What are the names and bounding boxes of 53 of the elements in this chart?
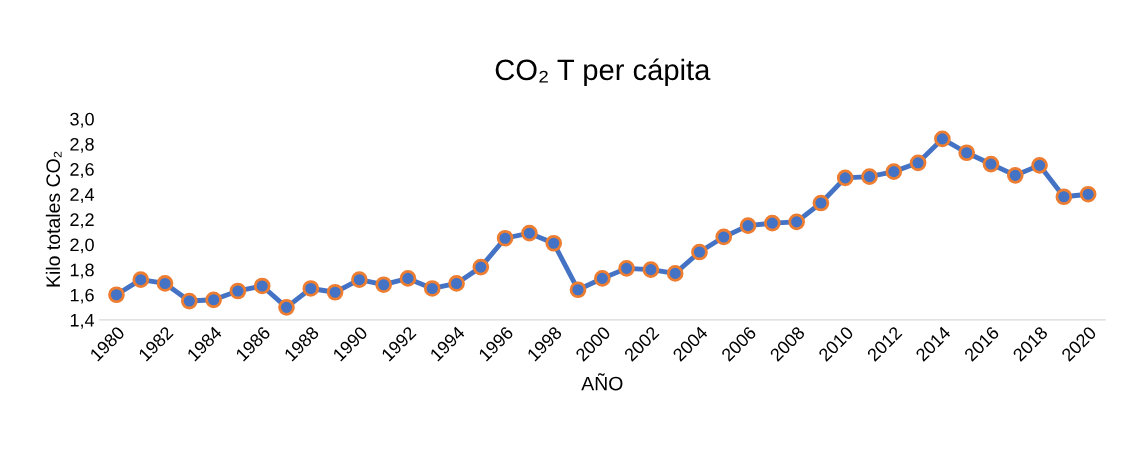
point <box>788 213 805 231</box>
point <box>982 155 1000 173</box>
y-tick-label: 2,0 <box>70 238 94 254</box>
y-tick-label: 1,6 <box>70 288 94 304</box>
point <box>156 275 174 292</box>
point <box>812 194 830 212</box>
point <box>253 277 271 295</box>
point <box>399 270 417 287</box>
point <box>618 260 635 277</box>
point <box>205 291 222 309</box>
point <box>1055 188 1073 206</box>
point <box>593 270 611 287</box>
point <box>861 168 878 185</box>
chart-title: CO₂ T per cápita <box>495 58 711 86</box>
point <box>278 299 295 316</box>
point <box>715 228 733 246</box>
point <box>229 282 247 300</box>
point <box>448 275 465 292</box>
y-tick-label: 2,8 <box>70 137 94 153</box>
point <box>423 280 441 297</box>
point <box>1079 185 1097 203</box>
point <box>472 258 490 276</box>
x-axis-title: AÑO <box>581 373 623 391</box>
y-tick-label: 2,2 <box>70 213 94 229</box>
point <box>521 224 538 242</box>
point <box>885 163 903 180</box>
point <box>666 265 684 282</box>
point <box>302 280 320 297</box>
y-tick-label: 2,6 <box>70 163 94 178</box>
point <box>375 276 392 294</box>
point <box>351 271 368 289</box>
y-tick-label: 2,4 <box>70 188 95 204</box>
point <box>496 229 514 247</box>
point <box>958 144 976 162</box>
point <box>545 234 563 252</box>
point <box>934 130 951 148</box>
y-tick-label: 1,4 <box>70 314 95 329</box>
y-axis-title: Kilo totales CO₂ <box>45 151 62 287</box>
point <box>642 261 660 278</box>
point <box>909 154 927 172</box>
point <box>1031 156 1048 174</box>
point <box>739 217 757 234</box>
point <box>691 243 708 261</box>
point <box>836 169 854 187</box>
point <box>326 283 344 301</box>
point <box>1006 167 1024 184</box>
y-tick-label: 1,8 <box>70 263 94 279</box>
point <box>569 281 587 299</box>
point <box>108 286 125 304</box>
point <box>764 214 781 232</box>
point <box>180 292 198 310</box>
point <box>132 271 150 289</box>
y-tick-label: 3,0 <box>70 112 94 128</box>
